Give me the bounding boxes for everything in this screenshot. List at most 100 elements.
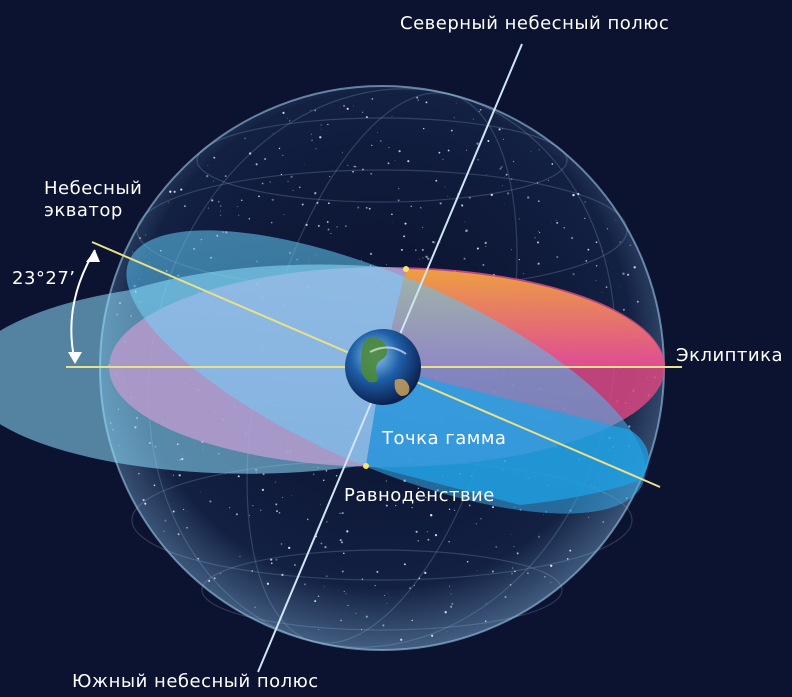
- star: [213, 577, 216, 580]
- star: [434, 533, 438, 537]
- tilt-arrow-top: [86, 250, 100, 262]
- star: [368, 207, 371, 210]
- star: [504, 176, 505, 178]
- star: [371, 98, 374, 100]
- star: [213, 180, 214, 182]
- star: [619, 241, 621, 243]
- star: [249, 514, 250, 516]
- star: [585, 260, 588, 262]
- star: [310, 133, 312, 135]
- star: [426, 531, 428, 533]
- star: [584, 201, 586, 203]
- star: [173, 190, 176, 193]
- star: [475, 523, 477, 525]
- star: [511, 249, 513, 251]
- star: [425, 255, 428, 258]
- star: [325, 575, 328, 578]
- star: [291, 494, 292, 496]
- star: [368, 498, 370, 499]
- star: [384, 595, 386, 596]
- star: [224, 473, 226, 475]
- star: [538, 200, 540, 202]
- star: [252, 505, 254, 507]
- star: [220, 210, 222, 212]
- star: [409, 587, 411, 589]
- star: [543, 514, 545, 516]
- star: [217, 200, 220, 203]
- star: [319, 136, 322, 139]
- star: [153, 484, 156, 487]
- star: [339, 512, 341, 515]
- star: [490, 193, 493, 197]
- star: [465, 149, 468, 151]
- star: [468, 196, 471, 199]
- star: [282, 154, 284, 157]
- star: [404, 222, 407, 225]
- star: [522, 272, 525, 275]
- star: [260, 509, 262, 511]
- star: [415, 530, 418, 533]
- star: [142, 498, 145, 502]
- star: [424, 571, 427, 574]
- star: [569, 549, 572, 552]
- star: [391, 115, 393, 117]
- star: [447, 195, 449, 197]
- star: [516, 552, 519, 555]
- star: [327, 228, 330, 231]
- star: [211, 199, 214, 202]
- star: [629, 244, 632, 247]
- star: [254, 606, 256, 608]
- star: [472, 118, 474, 120]
- star: [438, 151, 441, 154]
- star: [312, 473, 315, 476]
- star: [266, 582, 270, 585]
- star: [512, 567, 514, 569]
- star: [164, 519, 167, 522]
- star: [447, 149, 450, 152]
- star: [442, 158, 444, 161]
- star: [274, 481, 277, 483]
- star: [385, 504, 388, 507]
- star: [382, 624, 385, 627]
- star: [340, 541, 344, 544]
- star: [403, 563, 406, 566]
- star: [280, 173, 283, 176]
- star: [314, 600, 317, 603]
- star: [374, 584, 376, 587]
- tilt-arrow-bottom: [68, 352, 82, 364]
- star: [180, 188, 183, 191]
- star: [430, 514, 433, 517]
- upper-node-marker: [403, 266, 409, 272]
- star: [132, 251, 133, 253]
- star: [290, 175, 293, 178]
- star: [461, 553, 463, 555]
- star: [310, 109, 312, 112]
- star: [338, 107, 340, 109]
- star: [418, 577, 421, 580]
- star: [178, 474, 181, 477]
- celestial-equator-label-line2: экватор: [44, 200, 123, 221]
- star: [477, 570, 478, 571]
- south-celestial-pole-label: Южный небесный полюс: [72, 671, 319, 692]
- star: [355, 612, 357, 614]
- star: [278, 512, 281, 514]
- star: [622, 272, 625, 275]
- star: [365, 206, 368, 209]
- star: [199, 492, 201, 493]
- star: [478, 110, 480, 112]
- star: [361, 111, 364, 113]
- star: [340, 619, 342, 622]
- star: [324, 586, 325, 588]
- star: [628, 425, 631, 428]
- star: [432, 241, 434, 243]
- star: [239, 555, 241, 558]
- star: [197, 557, 200, 560]
- star: [618, 285, 620, 287]
- star: [477, 159, 479, 161]
- star: [228, 506, 231, 509]
- star: [411, 619, 413, 622]
- star: [391, 213, 393, 216]
- star: [463, 257, 466, 260]
- star: [465, 229, 468, 232]
